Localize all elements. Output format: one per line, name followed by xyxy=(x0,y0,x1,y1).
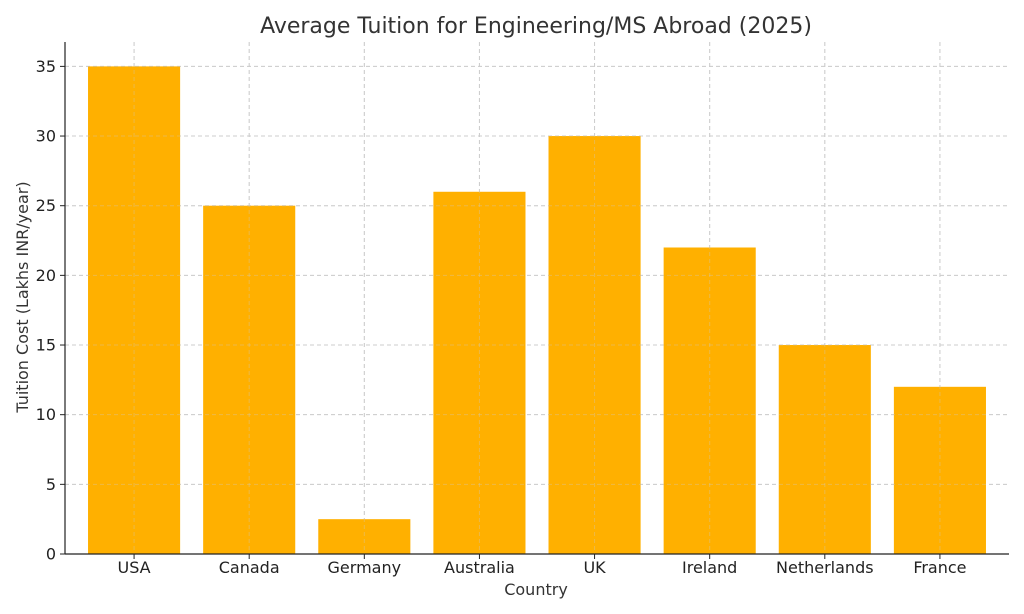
bar-australia xyxy=(433,191,526,554)
axes-layer xyxy=(64,42,1009,555)
y-tick-label: 10 xyxy=(36,405,56,424)
x-tick-label: USA xyxy=(118,558,151,577)
x-tick-label: Germany xyxy=(328,558,402,577)
bar-usa xyxy=(88,66,181,554)
y-axis-label: Tuition Cost (Lakhs INR/year) xyxy=(13,181,32,413)
ticks-layer: 0 5 10 15 20 25 30 35 USA Canada Germany Australia U… xyxy=(36,57,967,577)
x-axis-label: Country xyxy=(504,580,568,599)
y-tick-label: 25 xyxy=(36,196,56,215)
x-tick-label: France xyxy=(913,558,966,577)
y-tick-label: 30 xyxy=(36,127,56,146)
chart-title: Average Tuition for Engineering/MS Abroa… xyxy=(260,14,812,39)
x-tick-label: UK xyxy=(583,558,606,577)
y-tick-label: 0 xyxy=(46,545,56,564)
x-tick-label: Australia xyxy=(444,558,515,577)
bar-uk xyxy=(548,136,641,554)
bar-ireland xyxy=(663,247,756,555)
bars-layer xyxy=(65,42,1009,555)
y-tick-label: 20 xyxy=(36,266,56,285)
bar-netherlands xyxy=(778,345,871,554)
x-tick-label: Ireland xyxy=(682,558,737,577)
x-tick-label: Netherlands xyxy=(776,558,874,577)
y-tick-label: 5 xyxy=(46,475,56,494)
y-tick-label: 15 xyxy=(36,336,56,355)
x-tick-label: Canada xyxy=(219,558,280,577)
bar-france xyxy=(893,386,986,554)
bar-canada xyxy=(203,205,296,554)
y-tick-label: 35 xyxy=(36,57,56,76)
bar-germany xyxy=(318,519,411,554)
